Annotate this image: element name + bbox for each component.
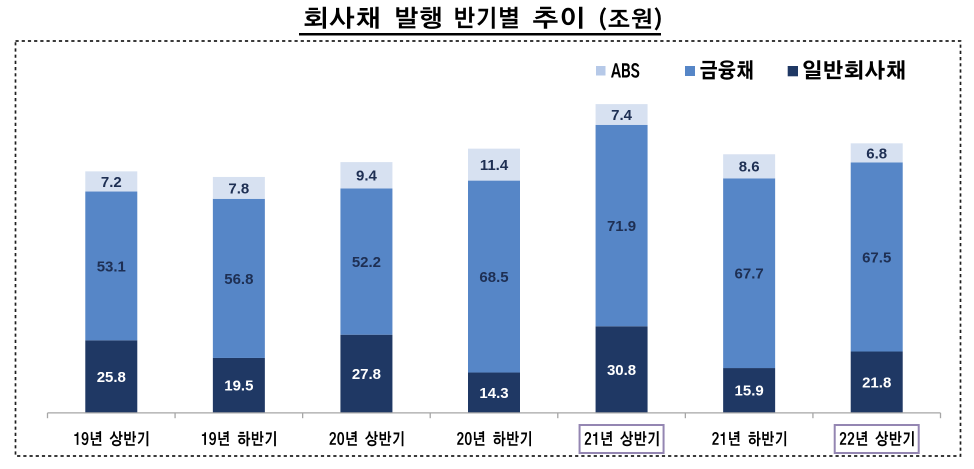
svg-text:7.2: 7.2: [101, 174, 122, 191]
svg-text:52.2: 52.2: [352, 254, 381, 271]
svg-text:11.4: 11.4: [480, 157, 509, 174]
svg-text:6.8: 6.8: [866, 145, 887, 162]
svg-text:21.8: 21.8: [862, 374, 891, 391]
svg-text:25.8: 25.8: [97, 369, 126, 386]
svg-text:9.4: 9.4: [356, 168, 378, 185]
svg-text:8.6: 8.6: [739, 159, 760, 176]
svg-text:67.7: 67.7: [735, 266, 764, 283]
svg-text:30.8: 30.8: [607, 362, 636, 379]
svg-text:7.8: 7.8: [228, 180, 249, 197]
svg-text:14.3: 14.3: [479, 385, 508, 402]
svg-text:56.8: 56.8: [224, 271, 253, 288]
svg-text:68.5: 68.5: [479, 269, 508, 286]
svg-text:15.9: 15.9: [735, 383, 764, 400]
svg-text:27.8: 27.8: [352, 366, 381, 383]
svg-text:71.9: 71.9: [607, 218, 636, 235]
svg-text:67.5: 67.5: [862, 249, 891, 266]
svg-text:7.4: 7.4: [611, 107, 633, 124]
svg-text:19.5: 19.5: [224, 378, 253, 395]
svg-text:53.1: 53.1: [97, 258, 126, 275]
